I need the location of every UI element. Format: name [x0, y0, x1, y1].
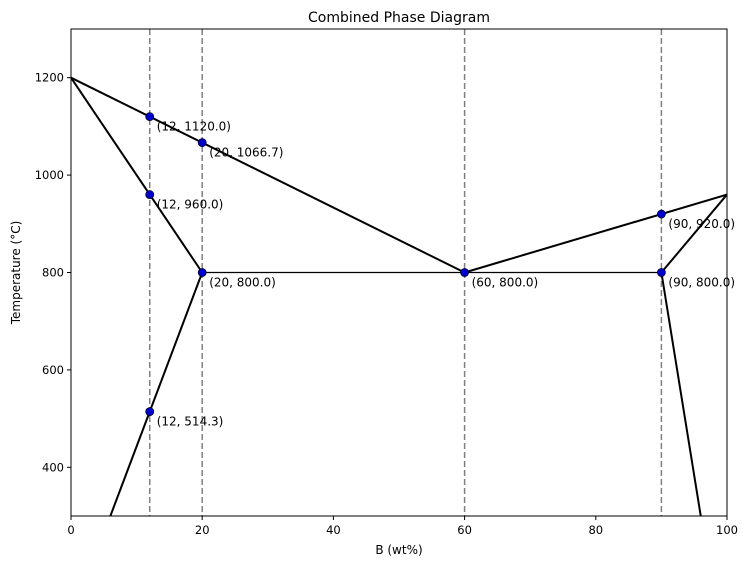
data-point-0 — [145, 112, 155, 122]
x-tick-label-60: 60 — [457, 523, 472, 537]
x-tick-label-40: 40 — [326, 523, 341, 537]
point-label-5: (90, 920.0) — [668, 217, 735, 231]
data-point-2 — [145, 190, 155, 199]
y-tick-label-400: 400 — [42, 460, 64, 474]
y-tick-label-800: 800 — [42, 266, 64, 280]
y-tick-label-600: 600 — [42, 363, 64, 377]
x-tick-label-80: 80 — [588, 523, 603, 537]
chart-title: Combined Phase Diagram — [308, 10, 490, 26]
data-point-3 — [197, 268, 207, 277]
x-tick-label-20: 20 — [195, 523, 210, 537]
phase-boundary-5 — [660, 272, 702, 516]
data-point-1 — [197, 138, 207, 148]
y-tick-label-1200: 1200 — [35, 71, 64, 85]
data-point-7 — [145, 407, 155, 417]
point-label-2: (12, 960.0) — [157, 198, 224, 212]
point-label-3: (20, 800.0) — [209, 276, 276, 290]
phase-boundary-3 — [464, 193, 727, 274]
data-point-4 — [460, 268, 470, 277]
data-point-5 — [657, 209, 666, 219]
point-label-0: (12, 1120.0) — [157, 120, 231, 134]
point-label-4: (60, 800.0) — [472, 276, 539, 290]
x-tick-label-0: 0 — [67, 523, 74, 537]
phase-boundary-4 — [660, 193, 727, 274]
phase-boundary-1 — [71, 77, 204, 274]
point-label-7: (12, 514.3) — [157, 415, 224, 429]
axis-ticks: 0 20 40 60 80 100 400 600 800 1000 1200 — [35, 71, 738, 537]
data-point-6 — [657, 268, 666, 277]
plot-area: (12, 1120.0) (20, 1066.7) (12, 960.0) (20, … — [71, 29, 735, 516]
phase-boundary-2 — [109, 272, 204, 516]
point-label-6: (90, 800.0) — [668, 276, 735, 290]
plot-clip-group — [71, 29, 727, 516]
x-tick-label-100: 100 — [716, 523, 738, 537]
x-axis-label: B (wt%) — [375, 543, 422, 557]
y-axis-label: Temperature (°C) — [9, 221, 23, 326]
y-tick-label-1000: 1000 — [35, 168, 64, 182]
phase-boundary-0 — [71, 76, 466, 274]
point-label-1: (20, 1066.7) — [209, 146, 283, 160]
